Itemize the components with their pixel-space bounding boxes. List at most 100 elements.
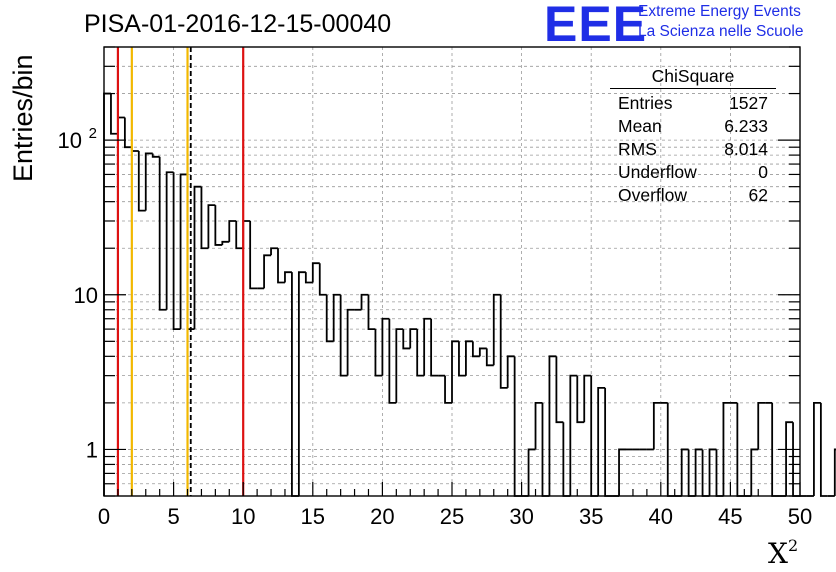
histogram-bin [207,204,216,249]
histogram-bin [395,328,404,403]
histogram-bin [360,293,369,310]
histogram-bin [576,375,585,424]
histogram-bin [291,272,299,497]
stats-value: 8.014 [724,139,768,159]
x-tick-label: 50 [788,504,812,529]
histogram-bin [750,448,759,496]
stats-value: 6.233 [724,116,768,136]
histogram-bin [381,317,390,376]
histogram-bin [813,401,821,496]
histogram-bin [172,172,181,330]
histogram-bin [311,262,320,283]
x-tick-label: 10 [231,504,255,529]
histogram-bin [318,263,327,296]
x-tick-label: 45 [718,504,742,529]
x-tick-label: 5 [167,504,179,529]
stats-label: Mean [618,116,662,136]
histogram-bin [597,386,606,496]
histogram-bin [228,220,237,242]
histogram-bin [284,271,292,283]
histogram-bin [471,341,480,358]
histogram-bin [270,247,278,256]
histogram-bin [137,151,146,212]
histogram-bin [297,271,306,496]
y-tick-label: 10 [74,283,98,308]
x-tick-label: 25 [440,504,464,529]
stats-row-underflow: Underflow 0 [610,161,776,184]
histogram-bin [151,153,160,158]
histogram-bin [604,387,613,497]
axis-ticks [103,46,801,497]
histogram-bin [214,205,223,246]
histogram-bin [158,156,167,311]
logo-caption: Extreme Energy Events La Scienza nelle S… [638,2,803,42]
stats-label: Underflow [618,162,697,182]
histogram-bin [583,374,592,423]
y-axis-label: Entries/bin [8,54,38,182]
histogram-bin [179,173,188,330]
histogram-bin [694,448,703,496]
stats-title: ChiSquare [610,66,776,89]
histogram-bin [757,401,766,450]
histogram-bin [165,171,174,310]
x-tick-label: 40 [649,504,673,529]
histogram-bin [618,448,626,496]
histogram-bin [263,254,272,289]
histogram-bin [339,294,348,377]
stats-row-overflow: Overflow 62 [610,184,776,207]
stats-box: ChiSquare Entries 1527 Mean 6.233 RMS 8.… [610,66,776,207]
x-axis-label-base: X [768,537,788,570]
histogram-bin [506,355,515,388]
histogram-bin [235,220,244,250]
histogram-bin [144,152,153,211]
stats-value: 1527 [729,93,768,113]
x-tick-label: 30 [509,504,533,529]
x-tick-label: 20 [370,504,394,529]
histogram-bin [374,329,383,377]
histogram-bin [492,293,501,366]
eee-logo: EEE [544,0,648,52]
histogram-bin [123,117,132,149]
logo-caption-line2: La Scienza nelle Scuole [638,23,804,40]
x-tick-label: 15 [301,504,325,529]
histogram-bin [548,355,557,496]
histogram-bin [465,340,473,376]
histogram-bin [423,317,432,376]
stats-row-rms: RMS 8.014 [610,138,776,161]
stats-value: 62 [748,185,768,205]
x-axis-label-sup: 2 [787,536,799,555]
histogram-bin [409,328,418,349]
y-tick-label: 1 [86,437,98,462]
histogram-bin [513,356,522,497]
histogram-bin [367,294,376,330]
histogram-bin [785,421,794,496]
stats-label: Overflow [618,185,688,205]
histogram-bin [819,402,828,497]
histogram-bin [458,341,466,377]
y-tick-label: 10 [58,128,82,153]
stats-label: Entries [618,93,673,113]
histogram-bin [590,375,599,497]
histogram-bin [562,422,571,497]
histogram-bin [478,347,487,357]
histogram-bin [451,340,459,403]
histogram-bin [388,318,397,404]
histogram-bin [833,448,836,496]
histogram-bin [416,329,425,377]
histogram-bin [499,294,508,389]
histogram-bin [555,356,564,424]
histogram-bin [402,329,411,350]
stats-label: RMS [618,139,657,159]
x-axis-label: X2 [768,536,798,570]
marker-lines [116,47,245,496]
histogram-bin [527,448,536,496]
histogram-bin [193,185,202,330]
logo-caption-line1: Extreme Energy Events [638,3,801,20]
histogram-bin [249,220,258,290]
histogram-bin [444,375,452,404]
histogram-bin [325,294,334,343]
stats-value: 0 [758,162,768,182]
histogram-bin [485,348,494,367]
histogram-bin [652,401,661,450]
